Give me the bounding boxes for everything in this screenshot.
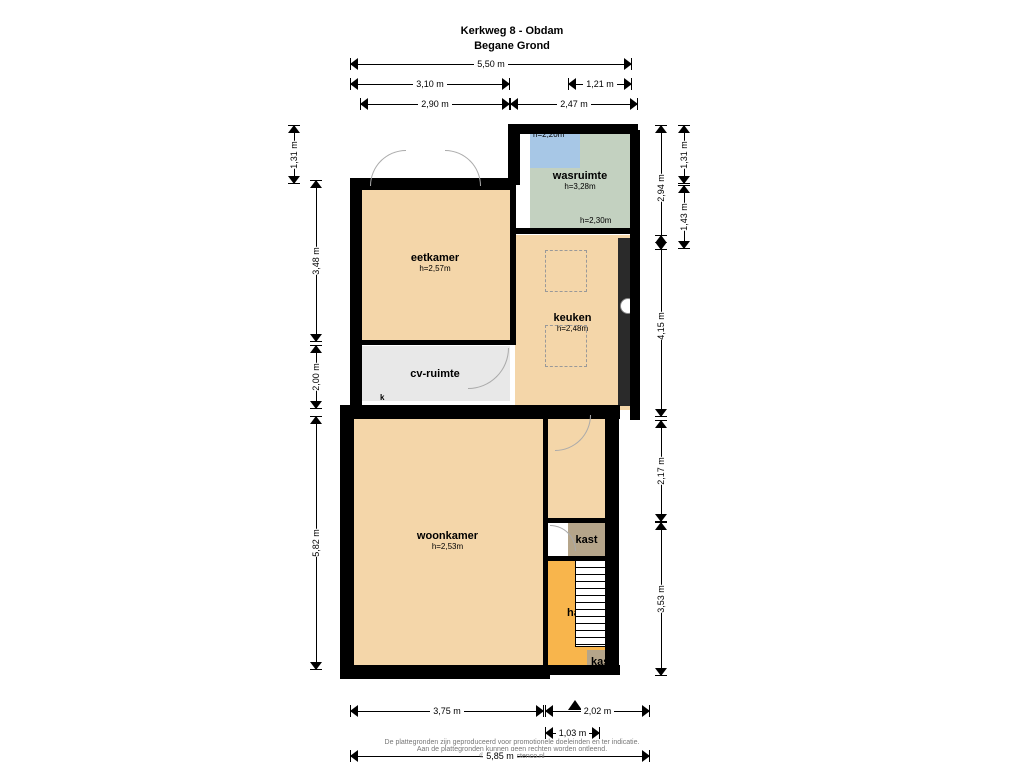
dimension-horizontal: 3,75 m xyxy=(350,705,544,717)
page-title: Kerkweg 8 - Obdam xyxy=(0,25,1024,37)
dimension-vertical: 3,53 m xyxy=(655,522,667,676)
wall xyxy=(510,185,516,345)
wall xyxy=(545,556,607,561)
room-eetkamer: eetkamerh=2,57m xyxy=(360,185,510,340)
room-height-label: h=2,57m xyxy=(419,264,450,273)
room-height-label: h=2,53m xyxy=(432,542,463,551)
room-woonkamer: woonkamerh=2,53m xyxy=(350,415,545,665)
dimension-vertical: 1,31 m xyxy=(288,125,300,184)
dimension-horizontal: 1,21 m xyxy=(568,78,632,90)
door-icon xyxy=(370,150,406,186)
dimension-horizontal: 5,50 m xyxy=(350,58,632,70)
room-label: cv-ruimte xyxy=(410,368,460,380)
wall xyxy=(545,518,607,523)
floorplan-canvas: eetkamerh=2,57m cv-ruimte woonkamerh=2,53m… xyxy=(350,130,650,680)
room-label: kast xyxy=(575,534,597,546)
kitchen-island-outline xyxy=(545,325,587,367)
dimension-vertical: 4,15 m xyxy=(655,235,667,417)
wall xyxy=(630,130,640,420)
dimension-vertical: 3,48 m xyxy=(310,180,322,342)
dimension-vertical: 1,31 m xyxy=(678,125,690,184)
wall xyxy=(508,124,638,134)
wall xyxy=(510,228,635,234)
wasruimte-height-2: h=2,30m xyxy=(580,216,611,225)
wall xyxy=(340,405,354,675)
dimension-horizontal: 2,90 m xyxy=(360,98,510,110)
closet-k-label: k xyxy=(380,393,384,402)
door-icon xyxy=(445,150,481,186)
dimension-horizontal: 3,10 m xyxy=(350,78,510,90)
dimension-vertical: 1,43 m xyxy=(678,185,690,249)
wall xyxy=(508,130,520,185)
room-label: wasruimte xyxy=(553,170,607,182)
room-label: woonkamer xyxy=(417,530,478,542)
dimension-vertical: 2,00 m xyxy=(310,345,322,409)
floorplan-page: Kerkweg 8 - Obdam Begane Grond eetkamerh… xyxy=(0,0,1024,768)
wall xyxy=(605,415,619,675)
wall xyxy=(545,665,620,675)
room-label: eetkamer xyxy=(411,252,459,264)
wall xyxy=(340,665,550,679)
room-label: keuken xyxy=(554,312,592,324)
footer-line-1: De plattegronden zijn geproduceerd voor … xyxy=(0,739,1024,746)
wall xyxy=(360,340,512,345)
wall xyxy=(543,415,548,670)
dimension-horizontal: 2,47 m xyxy=(510,98,638,110)
dimension-vertical: 2,94 m xyxy=(655,125,667,250)
dimension-horizontal: 1,03 m xyxy=(545,727,600,739)
page-subtitle: Begane Grond xyxy=(0,40,1024,52)
dimension-vertical: 5,82 m xyxy=(310,416,322,670)
dimension-horizontal: 2,02 m xyxy=(545,705,650,717)
dimension-vertical: 2,17 m xyxy=(655,420,667,522)
room-height-label: h=3,28m xyxy=(564,182,595,191)
wall xyxy=(350,178,362,408)
stairs-icon xyxy=(575,560,607,647)
room-wasruimte-inner: h=2,20m xyxy=(530,130,580,168)
kitchen-island-outline xyxy=(545,250,587,292)
